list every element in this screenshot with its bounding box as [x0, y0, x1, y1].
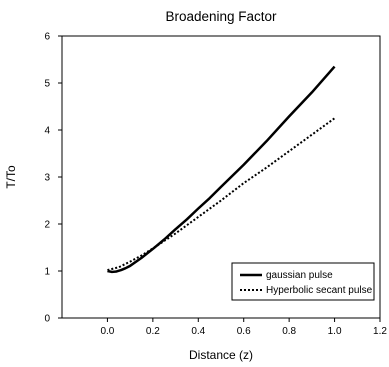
chart-title: Broadening Factor — [165, 9, 277, 24]
y-tick-label: 5 — [44, 79, 50, 90]
series-layer — [107, 65, 336, 274]
x-axis-title: Distance (z) — [189, 348, 253, 362]
y-tick-label: 6 — [44, 32, 50, 43]
legend-label-gaussian: gaussian pulse — [266, 270, 333, 281]
x-axis: 0.0 0.2 0.4 0.6 0.8 1.0 1.2 — [100, 318, 387, 337]
y-tick-label: 0 — [44, 314, 50, 325]
x-tick-label: 1.2 — [373, 326, 387, 337]
y-tick-label: 4 — [44, 126, 50, 137]
legend-label-hyperbolic-secant: Hyperbolic secant pulse — [266, 285, 373, 296]
y-axis: 0 1 2 3 4 5 6 — [44, 32, 62, 325]
y-axis-title: T/To — [4, 165, 18, 189]
y-tick-label: 3 — [44, 173, 50, 184]
series-line-gaussian — [107, 65, 336, 274]
x-tick-label: 0.6 — [237, 326, 251, 337]
x-tick-label: 0.2 — [146, 326, 160, 337]
legend: gaussian pulse Hyperbolic secant pulse — [231, 262, 375, 301]
y-tick-label: 1 — [44, 267, 50, 278]
x-tick-label: 0.4 — [191, 326, 205, 337]
series-line-hyperbolic-secant — [107, 117, 336, 272]
x-tick-label: 1.0 — [328, 326, 342, 337]
x-tick-label: 0.8 — [282, 326, 296, 337]
legend-box — [231, 262, 375, 301]
x-tick-label: 0.0 — [100, 326, 114, 337]
y-tick-label: 2 — [44, 220, 50, 231]
